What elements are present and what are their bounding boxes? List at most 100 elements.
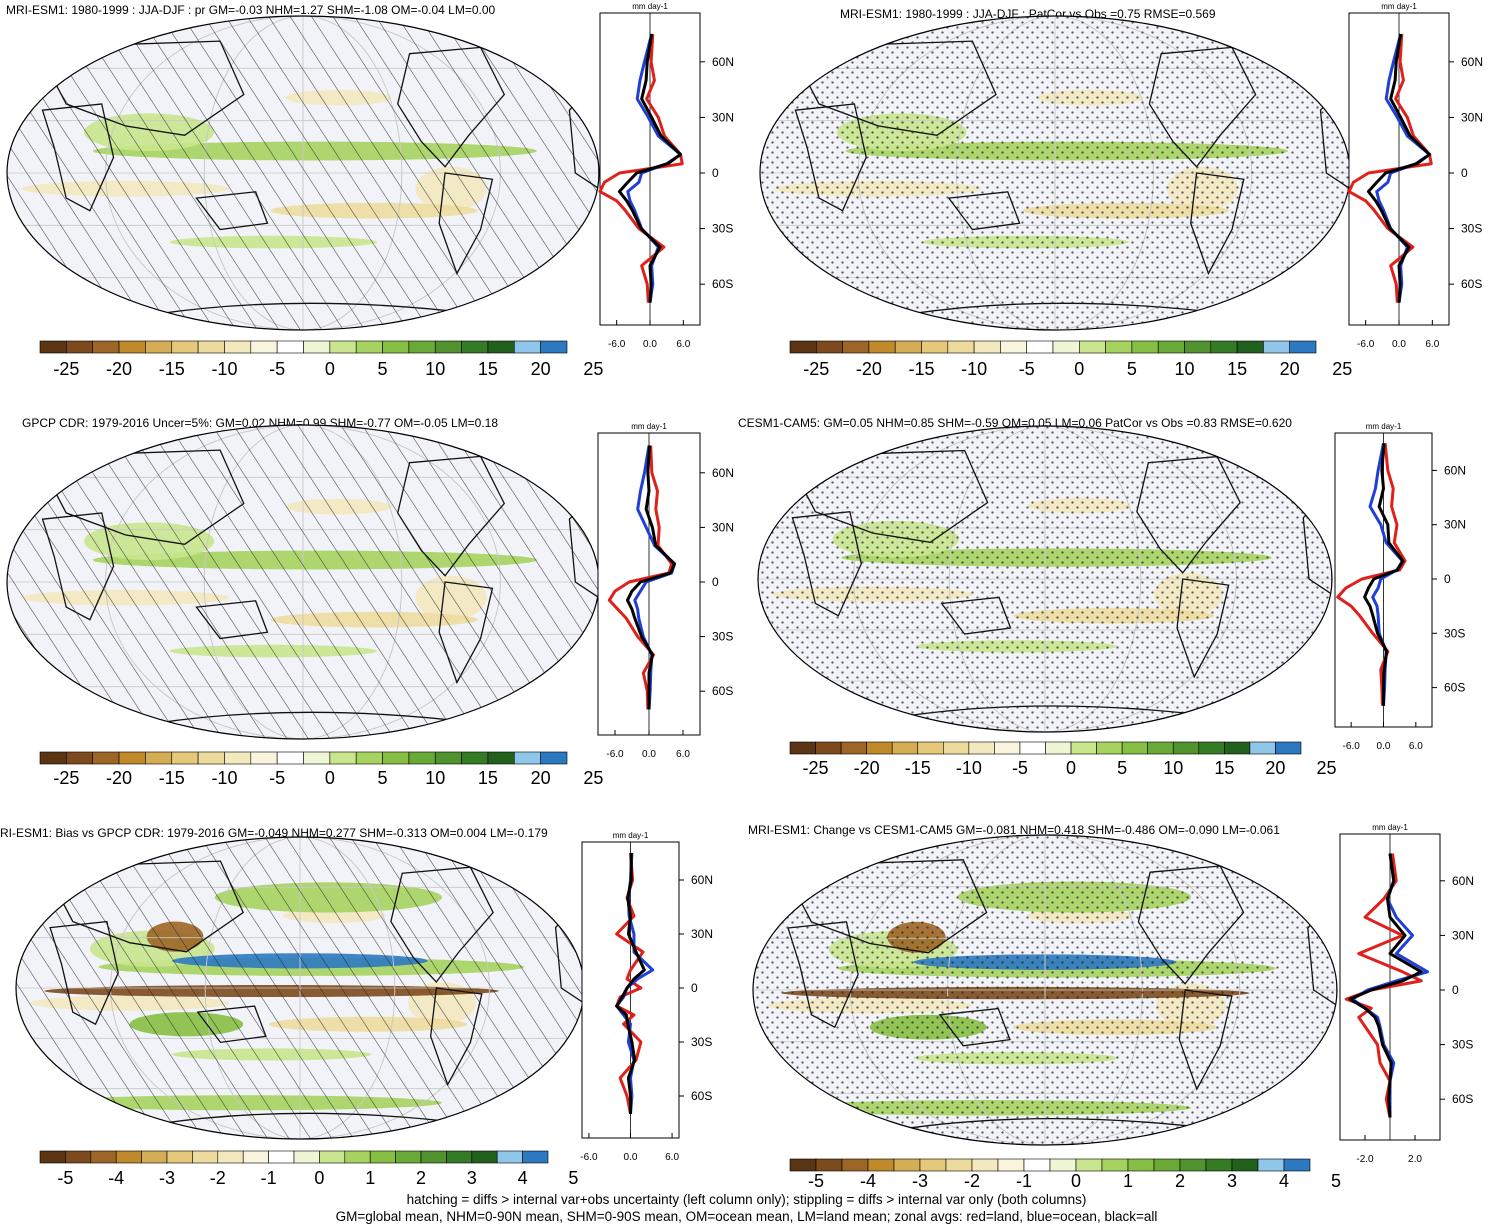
x-tick-label: 6.0 [676, 339, 690, 350]
panel-middle-right-graphics: -25 -20 -15 -10 -5 0 5 10 15 20 25 60N 30N 0 30S 60S -6.… [757, 422, 1466, 778]
colorbar-swatch [1231, 1158, 1259, 1172]
colorbar-swatch [197, 751, 225, 765]
colorbar-swatch [224, 340, 252, 354]
colorbar-swatch [1198, 741, 1225, 755]
colorbar-swatch [1023, 1158, 1051, 1172]
colorbar-swatch [971, 1158, 999, 1172]
colorbar-swatch [329, 340, 357, 354]
zonal-series-all [1366, 33, 1432, 303]
colorbar-swatch [1184, 340, 1212, 354]
colorbar-swatch [522, 1150, 549, 1164]
colorbar-tick-label: 10 [1163, 758, 1183, 778]
colorbar-swatch [92, 340, 120, 354]
colorbar-tick-label: 5 [378, 359, 388, 379]
colorbar-tick-label: 20 [1280, 359, 1300, 379]
colorbar-swatch [420, 1150, 447, 1164]
colorbar-swatch [276, 340, 304, 354]
colorbar-tick-label: -15 [905, 758, 931, 778]
colorbar-swatch [815, 741, 842, 755]
colorbar-swatch [1096, 741, 1123, 755]
colorbar-tick-label: 0 [1066, 758, 1076, 778]
colorbar-swatch [293, 1150, 320, 1164]
colorbar-swatch [461, 751, 489, 765]
panel-bottom-right-graphics: -5 -4 -3 -2 -1 0 1 2 3 4 5 60N 30N 0 30S 60S -2.0 2.0 mm d… [752, 823, 1474, 1191]
colorbar-swatch [1026, 340, 1054, 354]
zonal-mean-plot: 60N 30N 0 30S 60S -6.0 0.0 6.0 mm day-1 [1347, 2, 1483, 350]
colorbar-swatch [461, 340, 489, 354]
colorbar-swatch [945, 1158, 973, 1172]
colorbar-tick-label: 0 [1071, 1171, 1081, 1191]
colorbar-tick-label: -5 [57, 1168, 73, 1188]
colorbar-swatch [344, 1150, 371, 1164]
x-tick-label: -6.0 [1343, 741, 1361, 752]
colorbar-swatch [1075, 1158, 1103, 1172]
colorbar-tick-label: -2 [964, 1171, 980, 1191]
hatching-overlay [7, 16, 599, 330]
colorbar-swatch [250, 751, 278, 765]
colorbar-swatch [303, 751, 331, 765]
colorbar-swatch [395, 1150, 422, 1164]
colorbar-tick-label: -4 [860, 1171, 876, 1191]
x-tick-label: -6.0 [608, 339, 626, 350]
colorbar-tick-label: 20 [1265, 758, 1285, 778]
y-tick-label: 30N [1461, 110, 1483, 124]
colorbar-swatch [841, 1158, 869, 1172]
colorbar-swatch [1147, 741, 1174, 755]
colorbar-swatch [1000, 340, 1028, 354]
map-field [7, 425, 599, 739]
units-label: mm day-1 [613, 831, 649, 840]
x-tick-label: 2.0 [1408, 1154, 1422, 1165]
zonal-mean-plot: 60N 30N 0 30S 60S -2.0 2.0 mm day-1 [1339, 823, 1474, 1165]
map-title: MRI-ESM1: Bias vs GPCP CDR: 1979-2016 GM… [0, 826, 548, 840]
colorbar-tick-label: 2 [416, 1168, 426, 1188]
colorbar-swatch [1210, 340, 1238, 354]
colorbar-tick-label: -20 [106, 768, 132, 788]
colorbar-swatch [446, 1150, 473, 1164]
colorbar-swatch [39, 340, 67, 354]
x-tick-label: 6.0 [1409, 741, 1423, 752]
colorbar-tick-label: 15 [1227, 359, 1247, 379]
colorbar-swatch [355, 751, 383, 765]
colorbar-swatch [171, 340, 199, 354]
colorbar-swatch [1249, 741, 1276, 755]
x-tick-label: 6.0 [1425, 339, 1439, 350]
colorbar-swatch [171, 751, 199, 765]
stippling-overlay [753, 835, 1337, 1145]
map-field [753, 835, 1337, 1145]
colorbar-swatch [1172, 741, 1200, 755]
colorbar-tick-label: -25 [803, 758, 829, 778]
colorbar-tick-label: 5 [1117, 758, 1127, 778]
colorbar-swatch [973, 340, 1001, 354]
colorbar-swatch [789, 741, 816, 755]
colorbar-tick-label: -25 [53, 359, 79, 379]
colorbar-swatch [1283, 1158, 1311, 1172]
y-tick-label: 30N [691, 927, 713, 941]
colorbar-tick-label: 15 [1214, 758, 1234, 778]
units-label: mm day-1 [1381, 2, 1417, 11]
y-tick-label: 60S [1452, 1092, 1473, 1106]
colorbar-tick-label: 4 [1279, 1171, 1289, 1191]
map-title: MRI-ESM1: Change vs CESM1-CAM5 GM=-0.081… [748, 823, 1280, 837]
y-tick-label: 30S [1444, 626, 1465, 640]
colorbar-tick-label: 10 [425, 359, 445, 379]
y-tick-label: 60S [691, 1089, 712, 1103]
colorbar-swatch [540, 340, 568, 354]
colorbar-swatch [242, 1150, 269, 1164]
colorbar-swatch [997, 1158, 1025, 1172]
colorbar-tick-label: -2 [210, 1168, 226, 1188]
colorbar: -25 -20 -15 -10 -5 0 5 10 15 20 25 [789, 340, 1352, 379]
colorbar-swatch [434, 751, 462, 765]
colorbar-tick-label: -25 [53, 768, 79, 788]
map-title: CESM1-CAM5: GM=0.05 NHM=0.85 SHM=-0.59 O… [738, 416, 1292, 430]
colorbar-swatch [118, 751, 146, 765]
colorbar-tick-label: -5 [269, 359, 285, 379]
y-tick-label: 30N [1452, 928, 1474, 942]
x-tick-label: 0.0 [642, 749, 656, 760]
x-tick-label: 6.0 [676, 749, 690, 760]
colorbar-swatch [868, 340, 896, 354]
colorbar-swatch [66, 751, 93, 765]
colorbar-tick-label: 20 [531, 768, 551, 788]
y-tick-label: 60N [1461, 55, 1483, 69]
colorbar-tick-label: 25 [1317, 758, 1337, 778]
colorbar-tick-label: -5 [269, 768, 285, 788]
